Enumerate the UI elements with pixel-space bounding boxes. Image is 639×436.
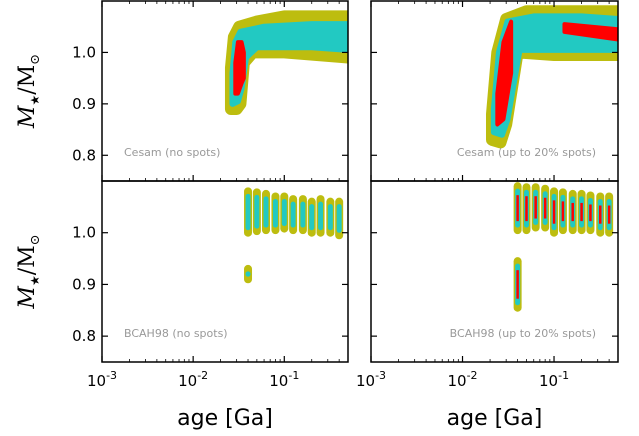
x-tick-label: 10-1: [539, 369, 569, 390]
panel-annotation: BCAH98 (up to 20% spots): [450, 327, 596, 340]
x-tick-label: 10-2: [447, 369, 477, 390]
inner-band-segment: [562, 22, 618, 42]
y-tick-label: 0.9: [72, 95, 96, 113]
x-axis-label: age [Ga]: [177, 406, 273, 431]
x-tick-label: 10-3: [356, 369, 386, 390]
y-tick-label: 1.0: [72, 224, 96, 242]
axes-frame: [370, 180, 619, 363]
x-tick-label: 10-2: [178, 369, 208, 390]
panel-2: Cesam (up to 20% spots): [370, 0, 619, 182]
y-tick-label: 0.8: [72, 327, 96, 345]
inner-band: [495, 19, 514, 127]
axes-frame: [101, 180, 349, 363]
middle-band: [490, 13, 618, 138]
panel-1: 0.8 0.9 1.0 Cesam (no spots): [72, 0, 349, 182]
x-tick-label: 10-1: [269, 369, 299, 390]
x-tick-label: 10-3: [87, 369, 117, 390]
inner-band: [233, 40, 246, 96]
middle-band: [229, 21, 348, 107]
panel-annotation: BCAH98 (no spots): [124, 327, 228, 340]
y-tick-label: 0.8: [72, 146, 96, 164]
panel-annotation: Cesam (up to 20% spots): [457, 146, 596, 159]
y-tick-label: 0.9: [72, 275, 96, 293]
y-axis-label: M★/M⊙: [15, 54, 43, 129]
y-axis-label: M★/M⊙: [15, 234, 43, 309]
x-axis-label: age [Ga]: [447, 406, 543, 431]
panel-annotation: Cesam (no spots): [124, 146, 220, 159]
panel-4: 10-3 10-2 10-1 BCAH98 (up to 20% spots): [356, 180, 619, 390]
panel-3: 0.8 0.9 1.0 10-3 10-2 10-1 BCAH98 (no spots): [72, 180, 349, 390]
y-tick-label: 1.0: [72, 43, 96, 61]
